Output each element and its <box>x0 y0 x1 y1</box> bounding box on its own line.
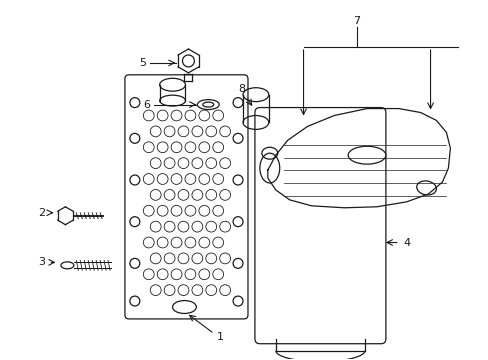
Text: 6: 6 <box>143 100 150 109</box>
Text: 2: 2 <box>38 208 45 218</box>
Text: 8: 8 <box>238 84 245 94</box>
Text: 1: 1 <box>216 332 223 342</box>
Text: 4: 4 <box>402 238 409 248</box>
Text: 5: 5 <box>139 58 146 68</box>
Text: 3: 3 <box>38 257 45 267</box>
Text: 7: 7 <box>353 16 360 26</box>
